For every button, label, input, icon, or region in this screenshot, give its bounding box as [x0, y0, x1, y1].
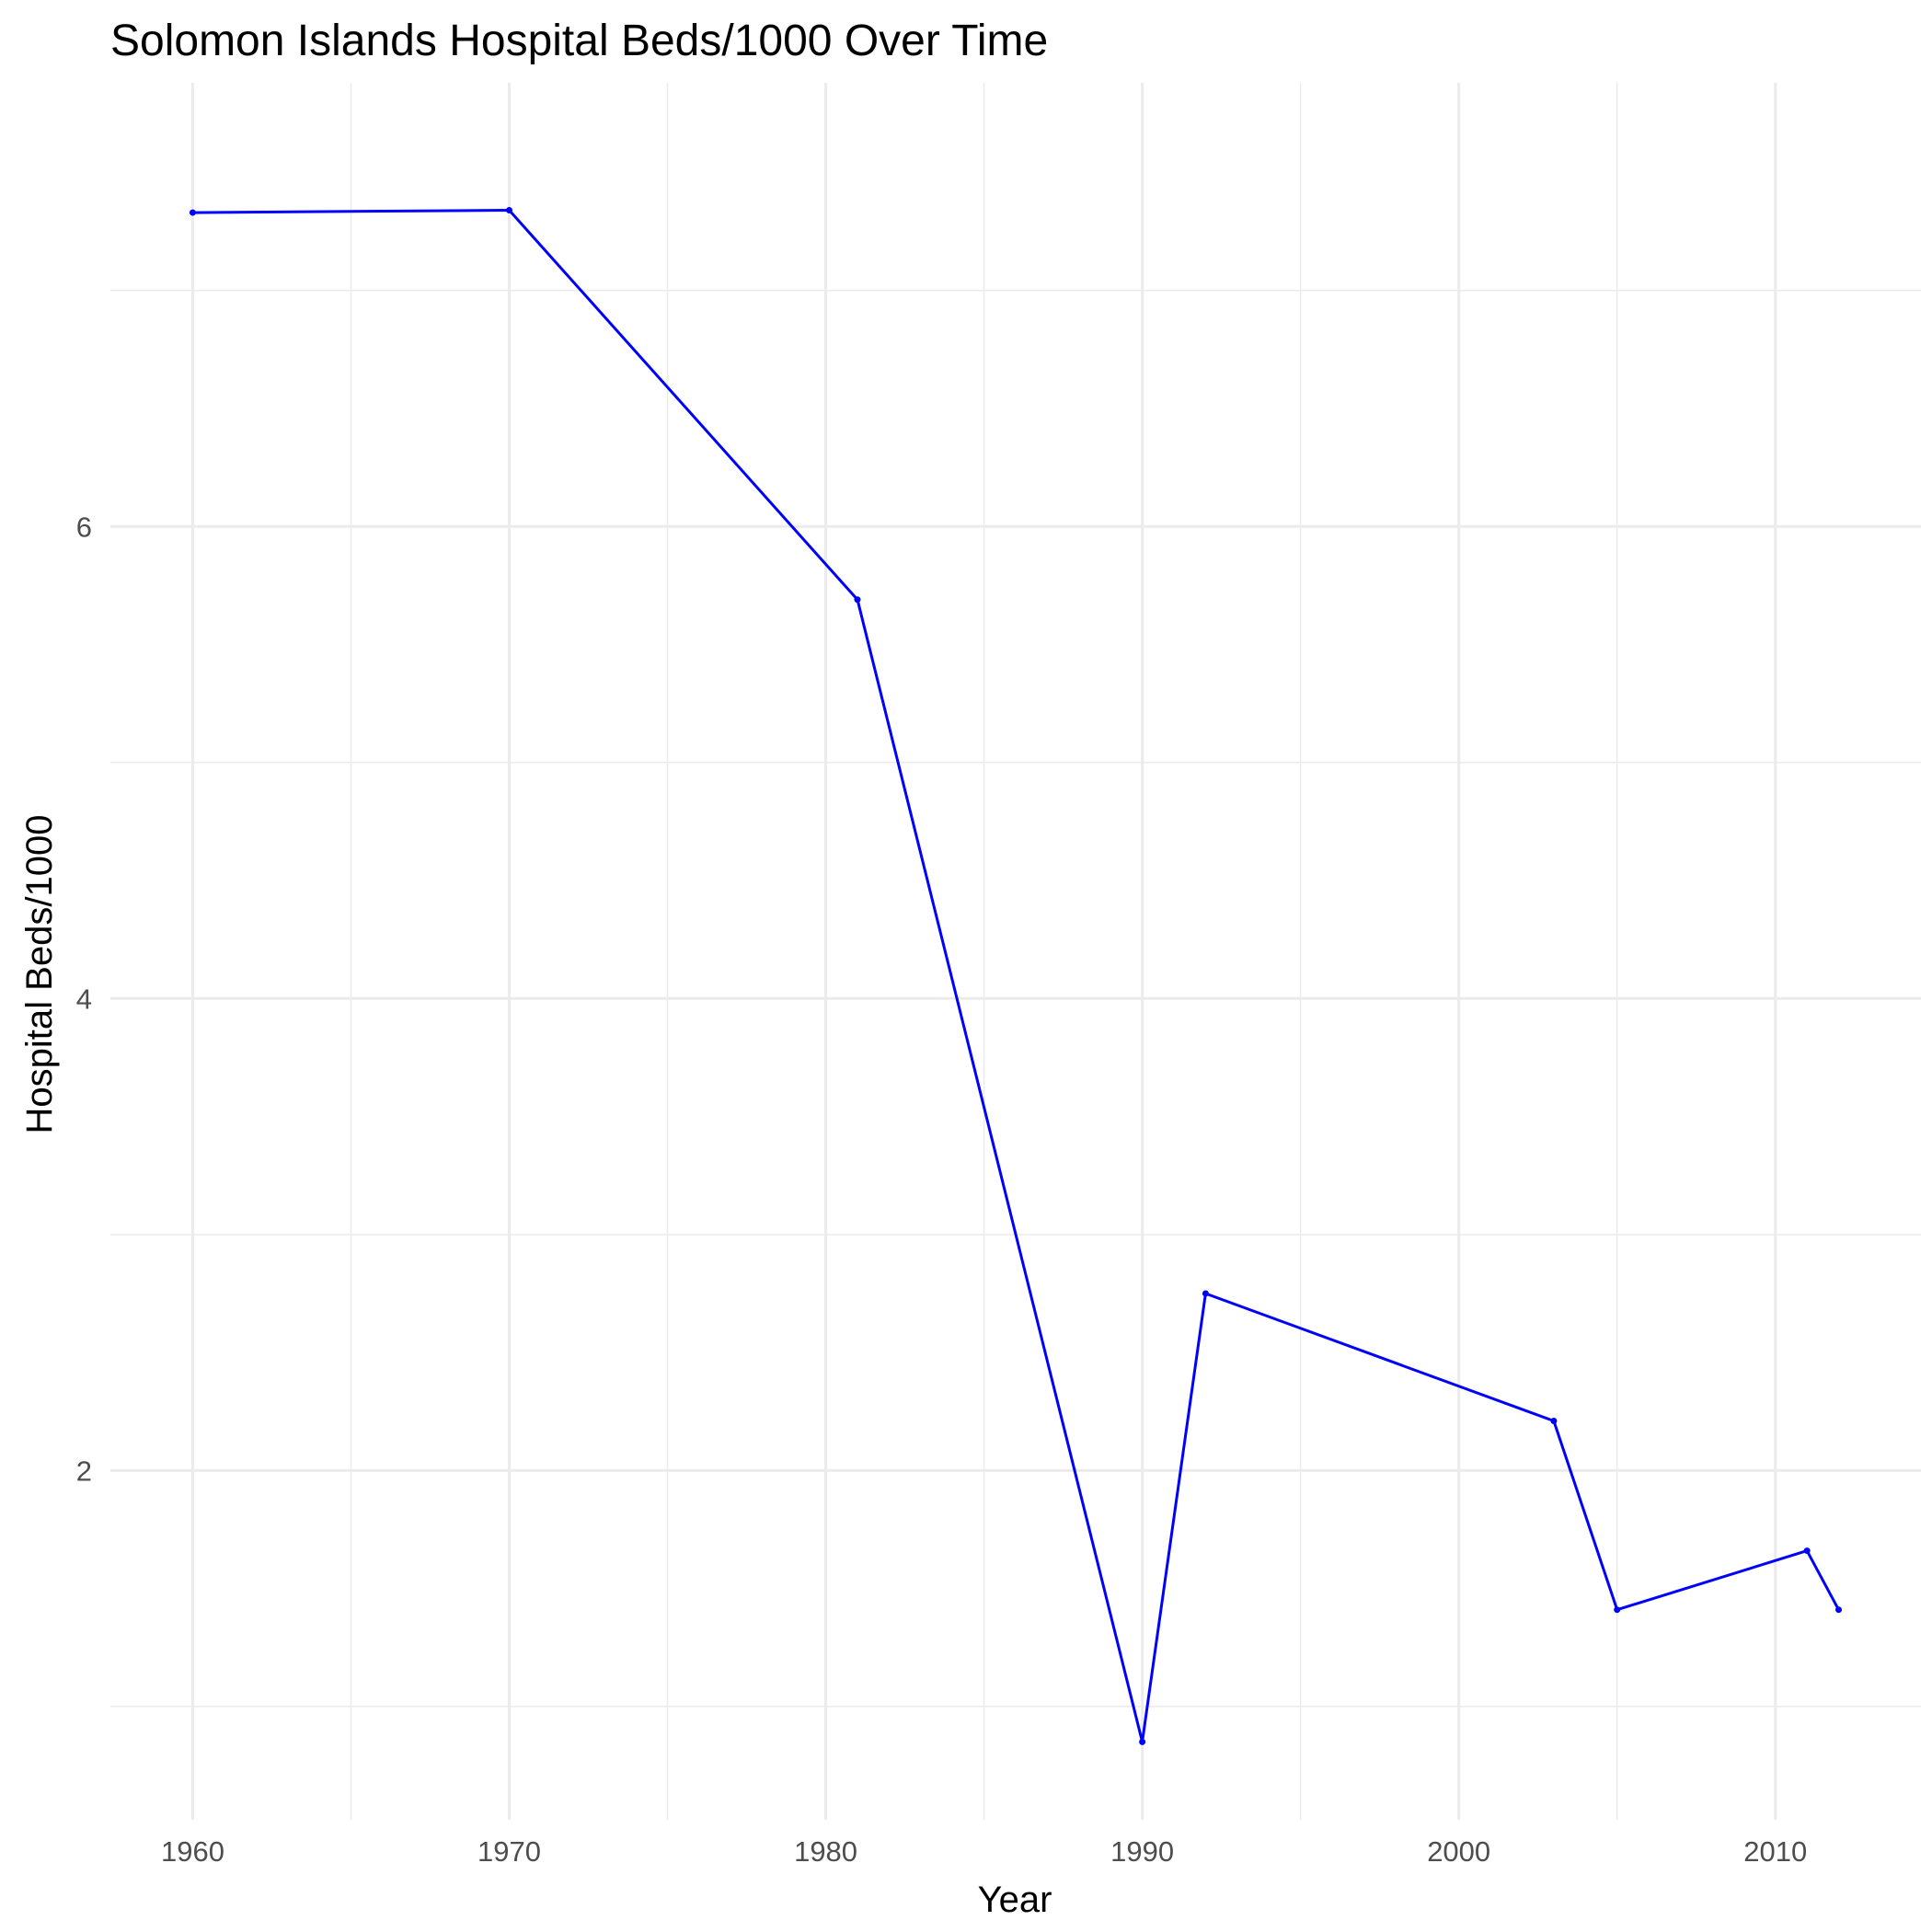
series-layer	[189, 207, 1843, 1745]
data-point	[506, 207, 513, 214]
data-point	[1803, 1547, 1811, 1555]
x-tick-label: 1990	[1110, 1835, 1174, 1868]
y-tick-label: 6	[76, 511, 92, 543]
x-tick-label: 1970	[477, 1835, 541, 1868]
y-tick-label: 4	[76, 983, 92, 1015]
gridlines	[110, 83, 1921, 1820]
data-point	[1614, 1606, 1621, 1614]
data-point	[189, 209, 196, 216]
data-point	[1550, 1417, 1558, 1424]
series-line	[192, 209, 1840, 1743]
y-tick-label: 2	[76, 1455, 92, 1487]
x-tick-label: 1980	[794, 1835, 857, 1868]
x-axis-title: Year	[978, 1880, 1052, 1920]
x-tick-label: 2000	[1427, 1835, 1490, 1868]
y-axis-title: Hospital Beds/1000	[19, 815, 60, 1134]
tick-labels: 1960 1970 1980 1990 2000 2010 2 4 6	[76, 511, 1807, 1868]
chart-title: Solomon Islands Hospital Beds/1000 Over …	[110, 17, 1048, 65]
x-tick-label: 2010	[1743, 1835, 1807, 1868]
x-tick-label: 1960	[161, 1835, 224, 1868]
data-point	[1139, 1738, 1146, 1745]
data-point	[854, 596, 861, 604]
data-point	[1202, 1290, 1209, 1297]
data-point	[1835, 1606, 1843, 1614]
